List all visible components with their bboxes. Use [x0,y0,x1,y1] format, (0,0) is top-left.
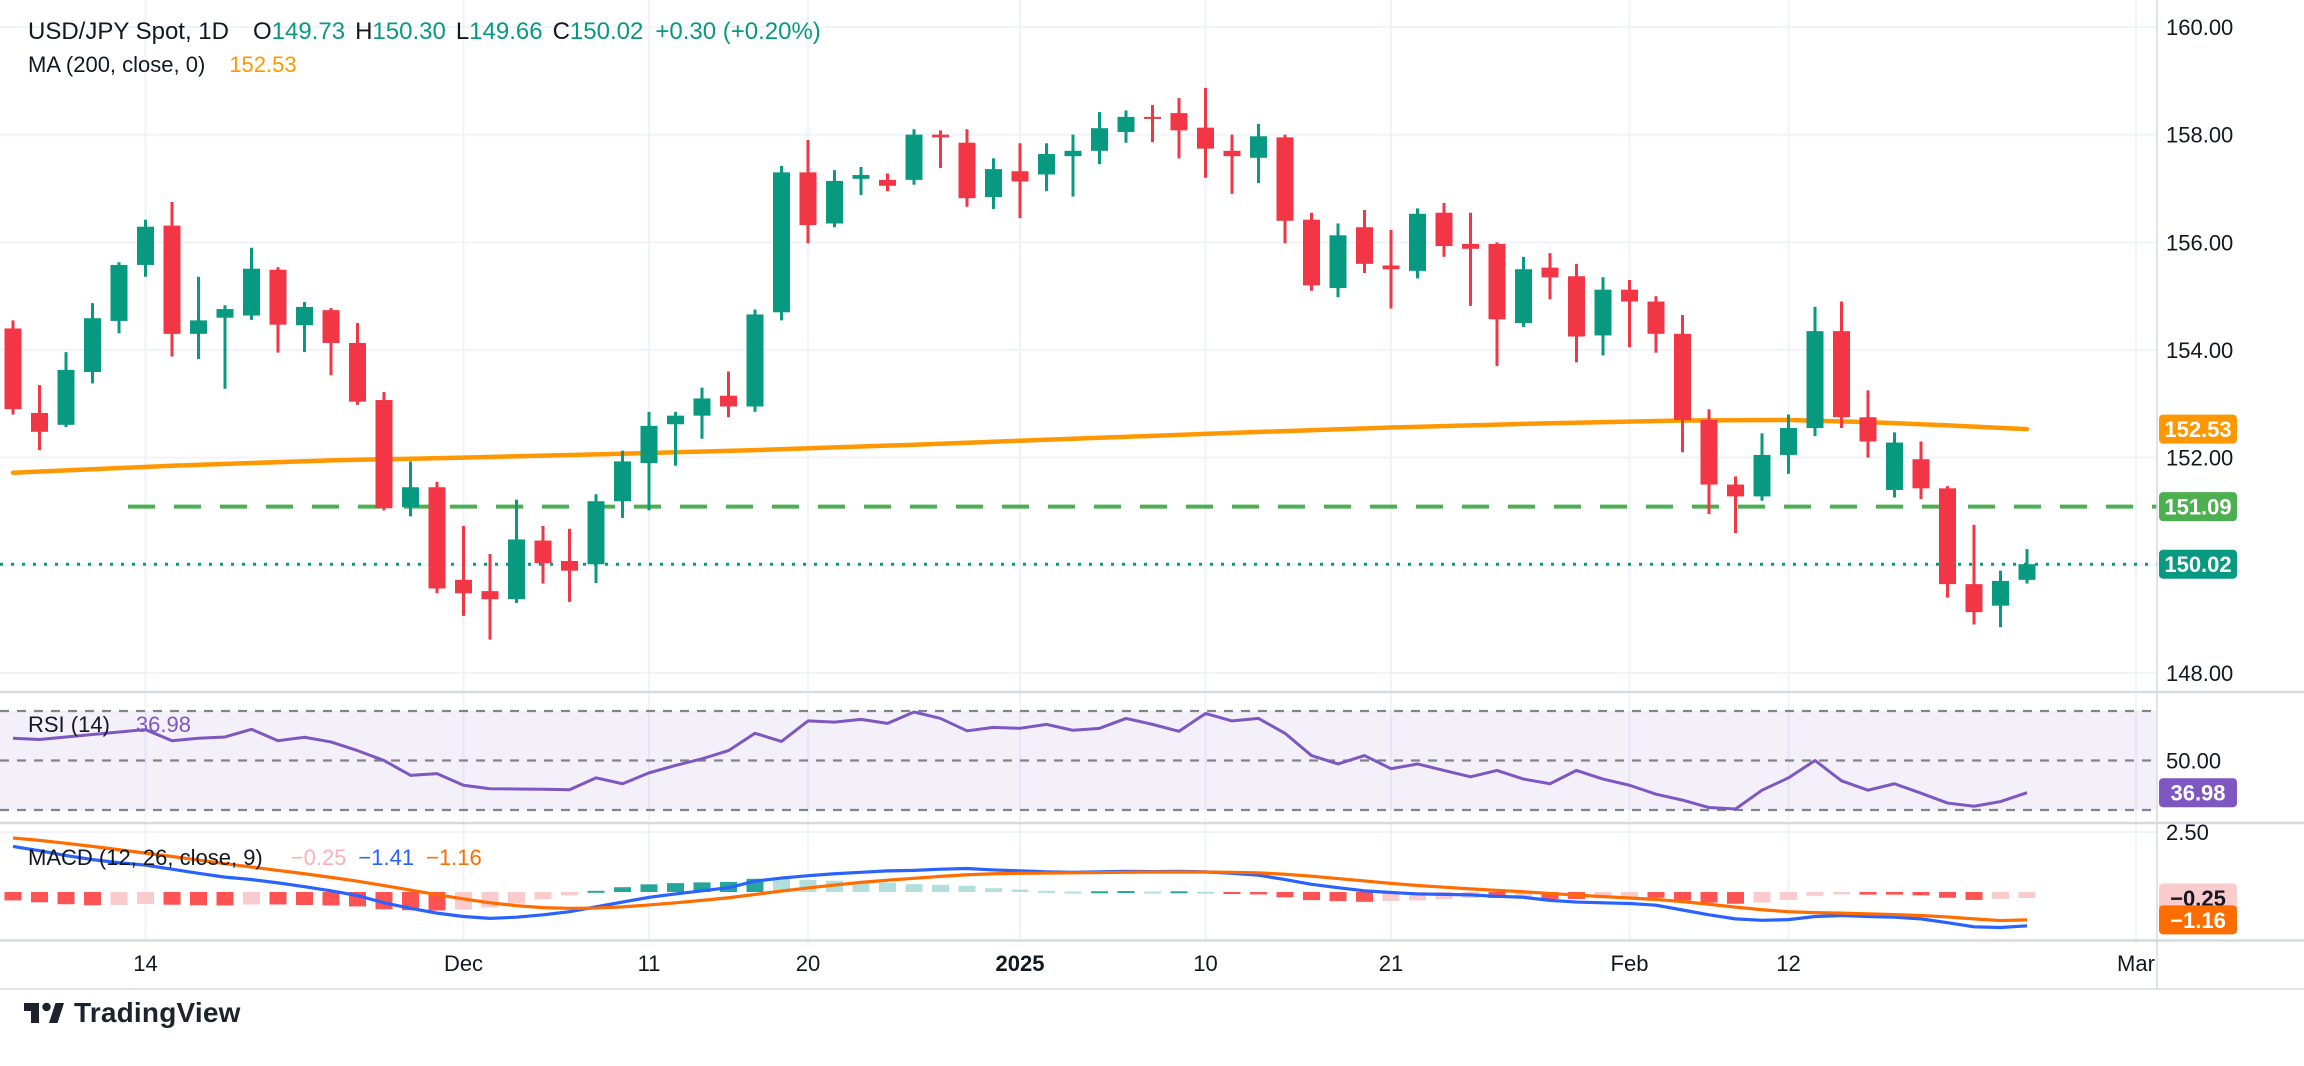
macd-signal-badge: −1.16 [2159,905,2237,935]
high-label: H [355,18,373,45]
svg-text:160.00: 160.00 [2166,15,2233,40]
change-value: +0.30 (+0.20%) [655,18,821,45]
time-axis[interactable] [0,940,2157,990]
tradingview-logo[interactable]: TradingView [24,996,241,1030]
svg-text:10: 10 [1193,951,1217,976]
svg-text:Feb: Feb [1611,951,1649,976]
svg-text:154.00: 154.00 [2166,338,2233,363]
price-axis-labels: 160.00 158.00 156.00 154.00 152.00 148.00 50.0… [2166,15,2233,845]
rsi-badge: 36.98 [2159,778,2237,808]
ma-legend[interactable]: MA (200, close, 0) 152.53 [28,52,297,78]
rsi-line [12,710,2028,811]
time-axis-labels: 14 Dec 11 20 2025 10 21 Feb 12 Mar [133,951,2155,976]
open-label: O [252,18,272,45]
macd-lines [12,836,2028,930]
svg-text:21: 21 [1379,951,1403,976]
open-value: 149.73 [271,18,346,45]
rsi-value: 36.98 [135,712,191,737]
tradingview-wordmark: TradingView [74,997,241,1028]
price-axis[interactable] [2157,0,2304,940]
ma-label: MA (200, close, 0) [28,52,206,77]
level-price-badge: 151.09 [2159,492,2237,522]
svg-text:156.00: 156.00 [2166,230,2233,255]
svg-text:14: 14 [133,951,157,976]
svg-text:2025: 2025 [996,951,1045,976]
rsi-legend[interactable]: RSI (14) 36.98 [28,712,191,738]
svg-text:2.50: 2.50 [2166,820,2209,845]
macd-signal-value: −1.16 [426,845,482,870]
svg-text:Mar: Mar [2117,951,2155,976]
high-value: 150.30 [372,18,446,45]
ma-200-line [10,417,2030,475]
svg-text:152.00: 152.00 [2166,446,2233,471]
symbol-title: USD/JPY Spot, 1D [28,18,229,45]
chart-canvas[interactable]: 160.00 158.00 156.00 154.00 152.00 148.00 50.0… [0,0,2304,992]
svg-text:150.02: 150.02 [2164,552,2231,577]
pane-separators [0,0,2304,990]
svg-text:36.98: 36.98 [2170,781,2225,806]
macd-hist-value: −0.25 [290,845,347,870]
svg-text:12: 12 [1776,951,1800,976]
macd-line-value: −1.41 [358,845,415,870]
svg-text:−1.16: −1.16 [2170,908,2226,933]
close-value: 150.02 [569,18,644,45]
candlestick-series[interactable] [4,87,2036,640]
tradingview-icon [24,1002,64,1023]
close-price-badge: 150.02 [2159,549,2237,579]
svg-text:11: 11 [638,951,661,976]
ma-price-badge: 152.53 [2159,414,2237,444]
rsi-band [0,709,2157,812]
macd-label: MACD (12, 26, close, 9) [28,845,263,870]
svg-text:152.53: 152.53 [2164,417,2231,442]
svg-text:20: 20 [796,951,820,976]
svg-text:148.00: 148.00 [2166,661,2233,686]
svg-text:151.09: 151.09 [2164,495,2231,520]
svg-text:158.00: 158.00 [2166,123,2233,148]
rsi-label: RSI (14) [28,712,110,737]
price-level-lines [0,504,2157,566]
symbol-legend[interactable]: USD/JPY Spot, 1D O149.73 H150.30 L149.66 C15… [28,18,821,46]
low-value: 149.66 [469,18,543,45]
close-label: C [552,18,570,45]
ma-value: 152.53 [229,52,297,77]
svg-text:Dec: Dec [444,951,483,976]
macd-legend[interactable]: MACD (12, 26, close, 9) −0.25 −1.41 −1.16 [28,845,482,871]
low-label: L [455,18,470,45]
svg-text:50.00: 50.00 [2166,749,2221,774]
